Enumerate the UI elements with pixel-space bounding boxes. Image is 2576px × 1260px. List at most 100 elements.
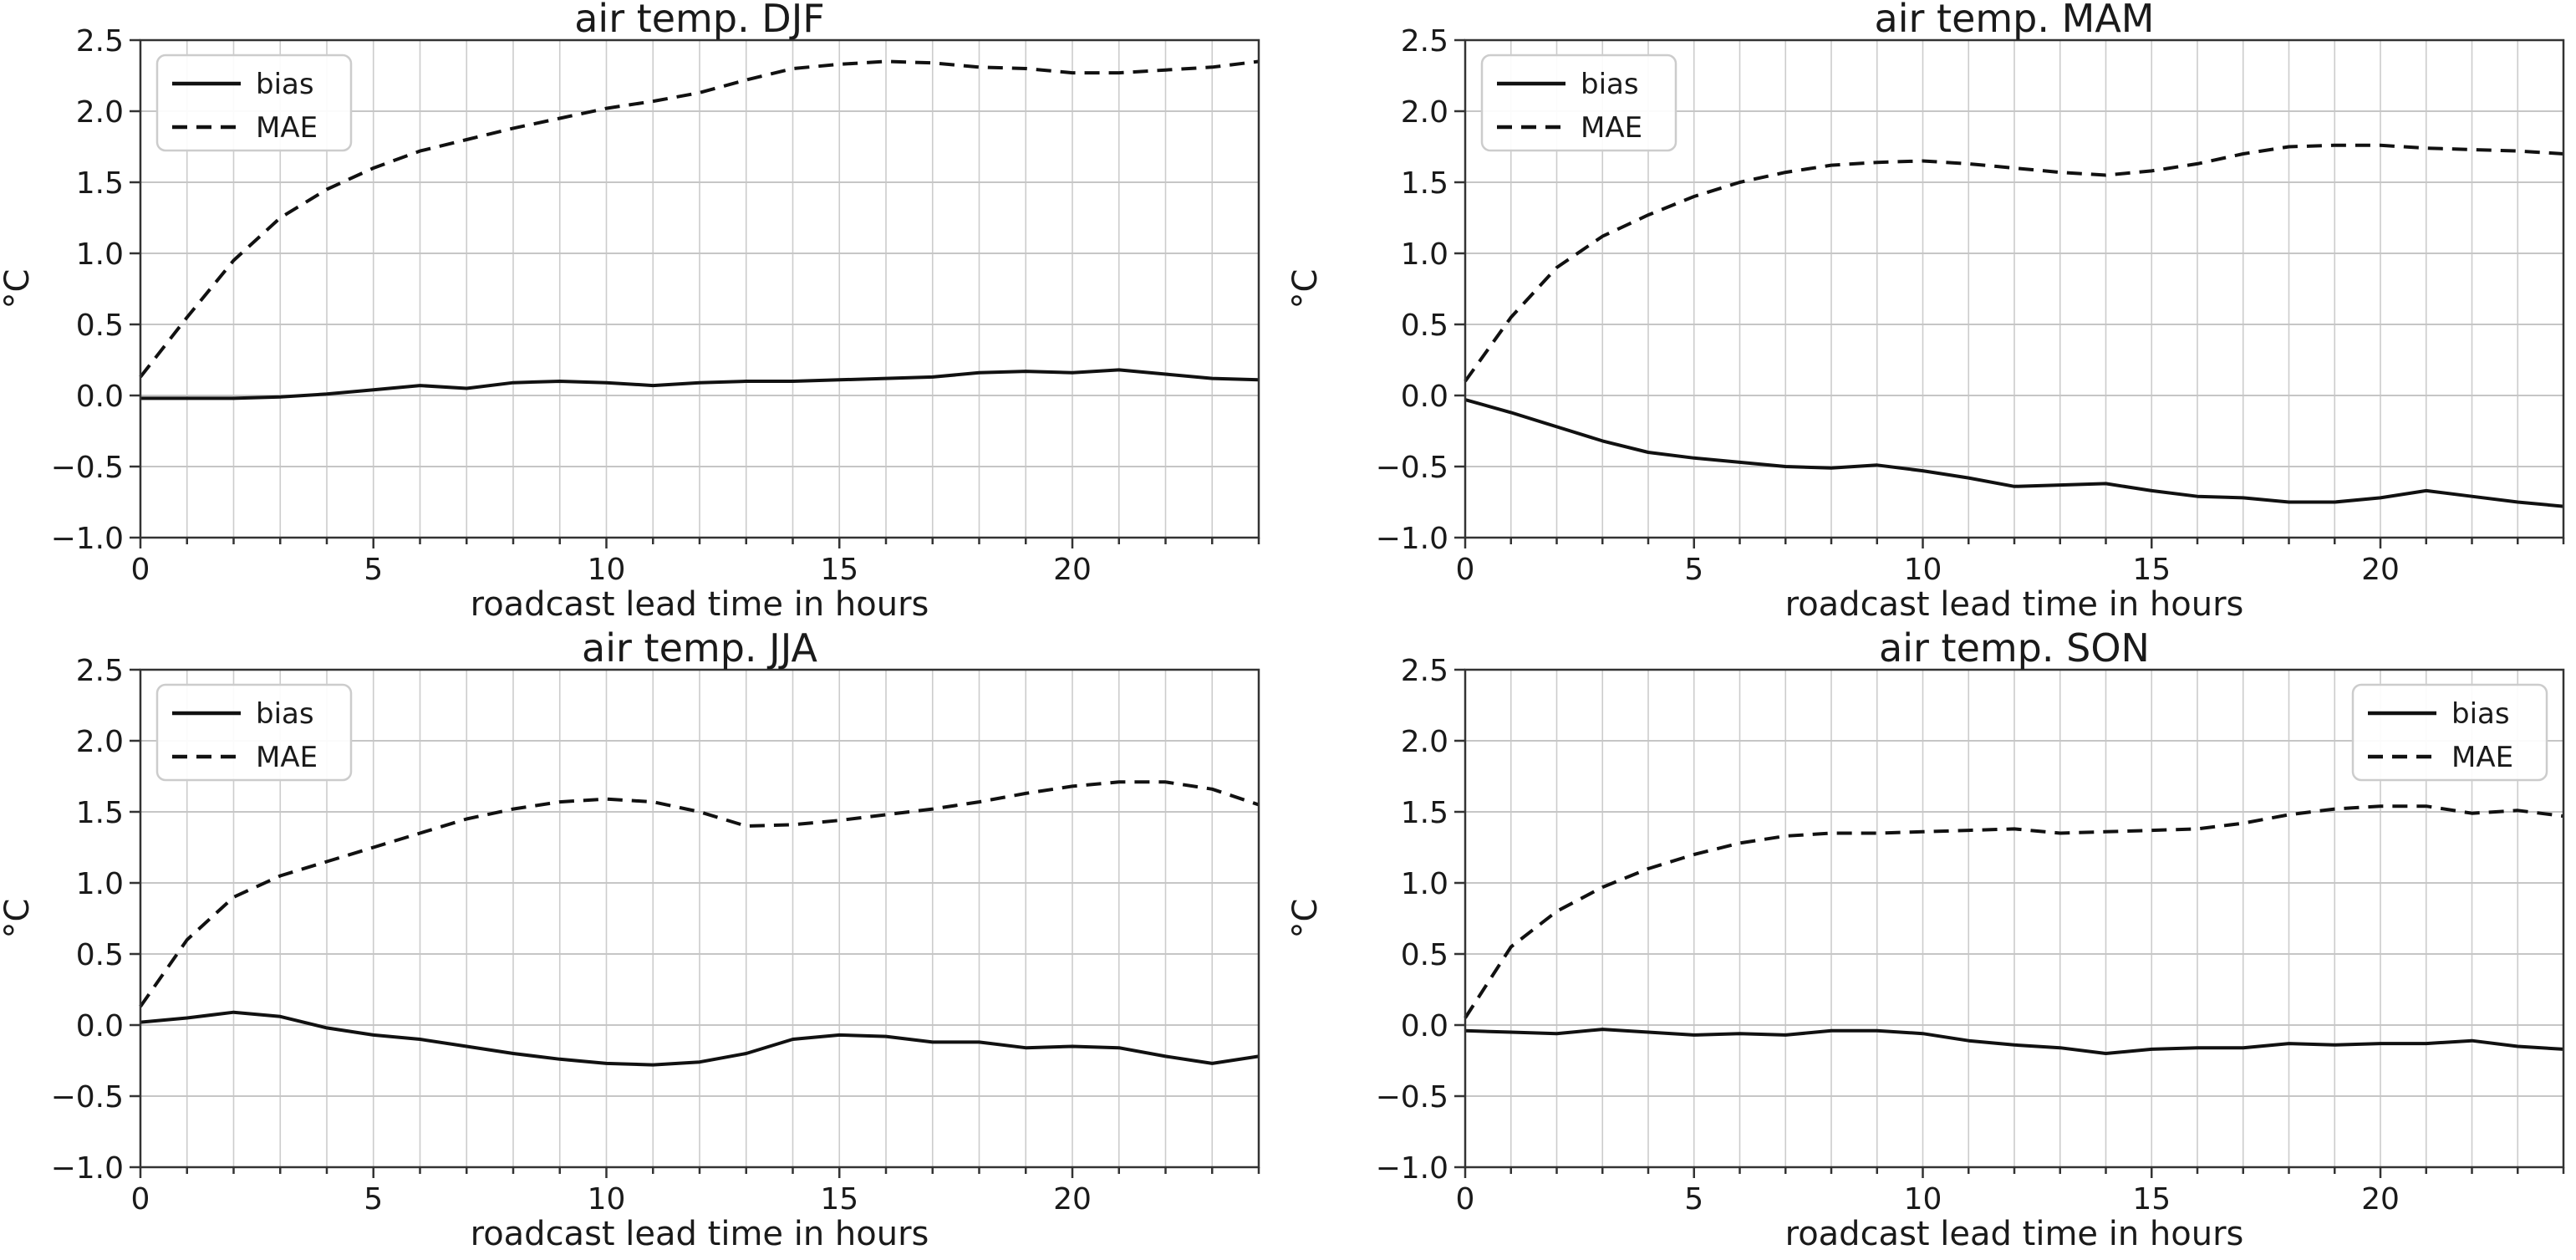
chart-cell-son: 0 5 10 15 20 2.5 2.0 1.5 1.0 0.5 0.0 −0.5 −1.0 air te… — [1288, 630, 2576, 1260]
y-tick-label: 1.5 — [76, 166, 124, 201]
series-lines — [139, 780, 1260, 1067]
y-axis-label: °C — [1288, 899, 1325, 939]
bias-line — [140, 1010, 1260, 1067]
tick-labels: 0 5 10 15 20 2.5 2.0 1.5 1.0 0.5 0.0 −0.5 −1.0 — [51, 24, 1092, 587]
y-tick-label: 2.5 — [76, 654, 124, 688]
y-tick-label: 2.0 — [1401, 725, 1448, 759]
legend-box — [1480, 54, 1677, 152]
bias-line — [140, 368, 1260, 400]
series-lines — [139, 59, 1260, 400]
tick-marks — [1454, 668, 2565, 1178]
y-tick-label: 2.0 — [1401, 95, 1448, 130]
chart-svg-mam: 0 5 10 15 20 2.5 2.0 1.5 1.0 0.5 0.0 −0.5 −1.0 air te… — [1288, 0, 2576, 630]
legend-label-bias: bias — [256, 697, 314, 731]
x-tick-label: 5 — [1684, 553, 1703, 587]
x-tick-label: 15 — [2132, 1182, 2171, 1217]
legend-label-mae: MAE — [256, 741, 318, 774]
y-tick-label: −0.5 — [1376, 451, 1448, 485]
y-tick-label: −1.0 — [51, 522, 124, 556]
chart-title: air temp. MAM — [1875, 0, 2155, 41]
chart-title: air temp. SON — [1879, 630, 2150, 671]
y-tick-label: 0.5 — [76, 938, 124, 972]
legend-box — [155, 54, 353, 152]
chart-title: air temp. JJA — [582, 630, 817, 671]
mae-line — [1464, 804, 2564, 1019]
legend-label-bias: bias — [256, 68, 314, 101]
x-tick-label: 15 — [2132, 553, 2171, 587]
x-tick-label: 5 — [1684, 1182, 1703, 1217]
x-tick-label: 5 — [364, 553, 383, 587]
x-tick-label: 0 — [131, 553, 150, 587]
y-tick-label: 0.0 — [1401, 1009, 1448, 1043]
y-tick-label: 2.5 — [1401, 24, 1448, 59]
legend-label-mae: MAE — [2451, 741, 2513, 774]
x-tick-label: 15 — [820, 1182, 858, 1217]
y-tick-label: 2.5 — [76, 24, 124, 59]
y-tick-label: −1.0 — [1376, 1151, 1448, 1186]
y-tick-label: −0.5 — [51, 451, 124, 485]
tick-marks — [130, 668, 1260, 1178]
y-tick-label: 1.5 — [1401, 796, 1448, 830]
legend: bias MAE — [2351, 683, 2548, 782]
x-axis-label: roadcast lead time in hours — [471, 585, 929, 624]
y-tick-label: 1.0 — [1401, 867, 1448, 901]
x-tick-label: 10 — [1904, 1182, 1942, 1217]
legend-box — [155, 683, 353, 782]
x-tick-label: 0 — [131, 1182, 150, 1217]
y-tick-label: 0.0 — [76, 1009, 124, 1043]
y-tick-label: −0.5 — [51, 1080, 124, 1115]
y-tick-label: 1.0 — [76, 867, 124, 901]
x-tick-label: 10 — [1904, 553, 1942, 587]
x-tick-label: 20 — [1053, 1182, 1092, 1217]
y-tick-label: 0.0 — [76, 380, 124, 414]
y-axis-label: °C — [0, 899, 37, 939]
series-lines — [1464, 804, 2564, 1055]
y-axis-label: °C — [0, 269, 37, 309]
legend-label-mae: MAE — [1581, 111, 1642, 145]
legend-box — [2351, 683, 2548, 782]
tick-labels: 0 5 10 15 20 2.5 2.0 1.5 1.0 0.5 0.0 −0.5 −1.0 — [1376, 654, 2400, 1217]
y-tick-label: 1.0 — [76, 237, 124, 272]
y-tick-label: 2.5 — [1401, 654, 1448, 688]
y-tick-label: 1.5 — [76, 796, 124, 830]
x-axis-label: roadcast lead time in hours — [1785, 585, 2244, 624]
mae-line — [139, 780, 1260, 1008]
mae-line — [1464, 143, 2564, 383]
legend: bias MAE — [155, 54, 353, 152]
x-tick-label: 15 — [820, 553, 858, 587]
series-lines — [1464, 143, 2564, 508]
y-tick-label: −1.0 — [51, 1151, 124, 1186]
x-tick-label: 5 — [364, 1182, 383, 1217]
mae-line — [139, 59, 1260, 379]
tick-marks — [1454, 38, 2565, 548]
y-tick-label: −0.5 — [1376, 1080, 1448, 1115]
y-axis-label: °C — [1288, 269, 1325, 309]
y-tick-label: 1.5 — [1401, 166, 1448, 201]
tick-marks — [130, 38, 1260, 548]
y-tick-label: −1.0 — [1376, 522, 1448, 556]
y-tick-label: 2.0 — [76, 95, 124, 130]
x-axis-label: roadcast lead time in hours — [1785, 1215, 2244, 1253]
y-tick-label: 1.0 — [1401, 237, 1448, 272]
x-tick-label: 0 — [1456, 553, 1475, 587]
chart-cell-jja: 0 5 10 15 20 2.5 2.0 1.5 1.0 0.5 0.0 −0.5 −1.0 air te… — [0, 630, 1288, 1260]
x-tick-label: 10 — [588, 553, 626, 587]
chart-title: air temp. DJF — [574, 0, 825, 41]
legend: bias MAE — [1480, 54, 1677, 152]
bias-line — [1464, 1028, 2564, 1055]
x-tick-label: 20 — [1053, 553, 1092, 587]
x-tick-label: 0 — [1456, 1182, 1475, 1217]
bias-line — [1464, 398, 2564, 508]
x-tick-label: 20 — [2361, 553, 2400, 587]
y-tick-label: 0.5 — [1401, 938, 1448, 972]
tick-labels: 0 5 10 15 20 2.5 2.0 1.5 1.0 0.5 0.0 −0.5 −1.0 — [1376, 24, 2400, 587]
chart-svg-jja: 0 5 10 15 20 2.5 2.0 1.5 1.0 0.5 0.0 −0.5 −1.0 air te… — [0, 630, 1288, 1259]
y-tick-label: 0.5 — [1401, 309, 1448, 343]
x-tick-label: 10 — [588, 1182, 626, 1217]
x-axis-label: roadcast lead time in hours — [471, 1215, 929, 1253]
y-tick-label: 2.0 — [76, 725, 124, 759]
y-tick-label: 0.5 — [76, 309, 124, 343]
legend: bias MAE — [155, 683, 353, 782]
y-tick-label: 0.0 — [1401, 380, 1448, 414]
